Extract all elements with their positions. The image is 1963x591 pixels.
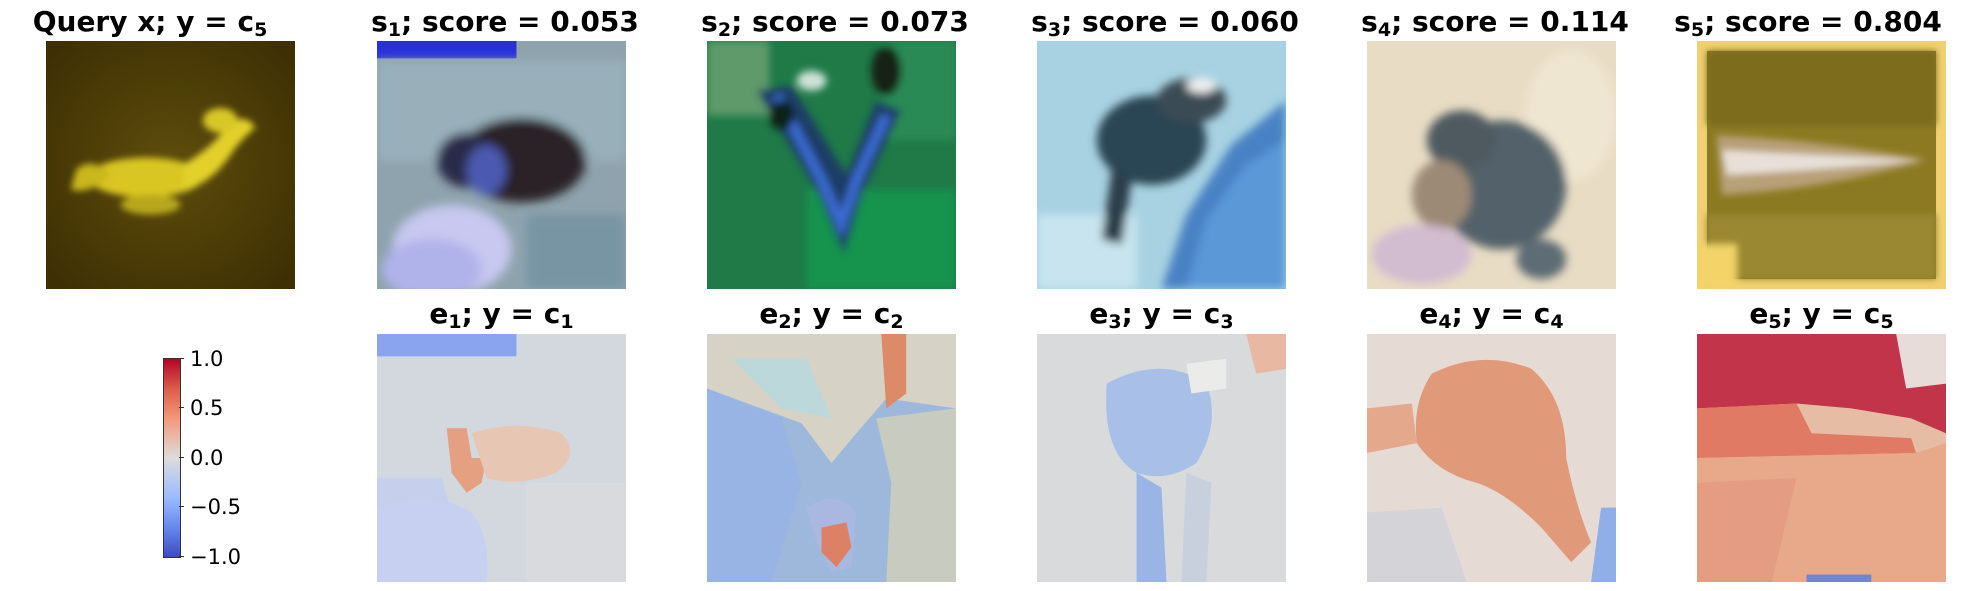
sample-2-image [707,41,956,289]
explanation-3-title: e3; y = c3 [1037,296,1286,332]
colorbar-tick-2: 0.5 [182,396,252,420]
colorbar-tick-1: 1.0 [182,347,252,371]
sample-3-image [1037,41,1286,289]
sample-2-title: s2; score = 0.073 [670,4,1000,40]
query-image [46,41,295,289]
sample-4-title: s4; score = 0.114 [1330,4,1660,40]
sample-5-image [1697,41,1946,289]
sample-4-image [1367,41,1616,289]
explanation-2-title: e2; y = c2 [707,296,956,332]
explanation-1-heatmap [377,334,626,582]
explanation-3-heatmap [1037,334,1286,582]
sample-1-image [377,41,626,289]
colorbar-tick-3: 0.0 [182,446,252,470]
explanation-2-heatmap [707,334,956,582]
sample-1-title: s1; score = 0.053 [340,4,670,40]
explanation-5-heatmap [1697,334,1946,582]
explanation-4-title: e4; y = c4 [1367,296,1616,332]
explanation-1-title: e1; y = c1 [377,296,626,332]
explanation-5-title: e5; y = c5 [1697,296,1946,332]
colorbar-tick-5: −1.0 [182,545,252,569]
sample-3-title: s3; score = 0.060 [1000,4,1330,40]
colorbar [163,358,181,558]
explanation-4-heatmap [1367,334,1616,582]
query-title: Query x; y = c5 [20,4,280,40]
sample-5-title: s5; score = 0.804 [1653,4,1963,40]
colorbar-tick-4: −0.5 [182,495,252,519]
